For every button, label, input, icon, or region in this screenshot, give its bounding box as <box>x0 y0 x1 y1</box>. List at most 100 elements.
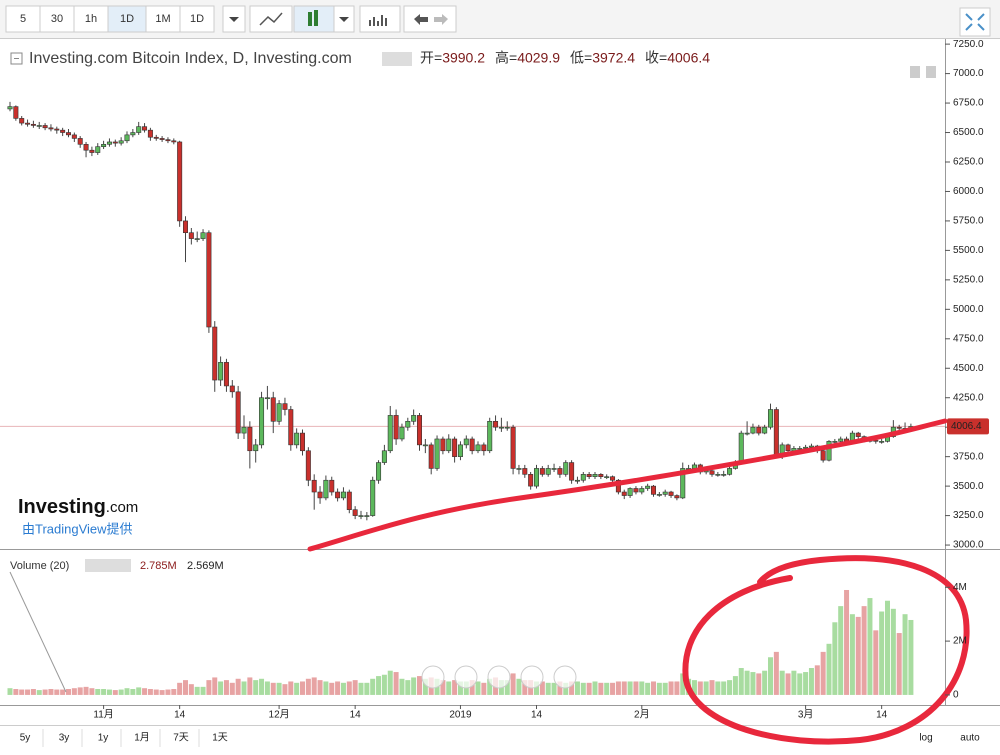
x-tick-label: 14 <box>350 710 362 721</box>
range-button[interactable]: 5y <box>20 733 31 744</box>
nav-right[interactable] <box>553 665 577 689</box>
candle-body <box>124 134 130 142</box>
range-button[interactable]: 3y <box>59 733 70 744</box>
candle-body <box>241 426 247 434</box>
volume-settings[interactable] <box>85 559 131 572</box>
candle-body <box>487 420 493 452</box>
series-settings[interactable] <box>382 52 412 66</box>
candle-body <box>259 397 265 446</box>
volume-bar <box>235 678 241 695</box>
indicators-button[interactable] <box>359 5 401 33</box>
candle-body <box>727 468 733 475</box>
volume-bar <box>118 689 124 695</box>
candle-body <box>329 479 335 493</box>
volume-bar <box>656 682 662 695</box>
interval-button[interactable] <box>73 5 109 33</box>
candle-body <box>60 129 66 133</box>
candle-body <box>247 426 253 452</box>
ohlc-label: 高= <box>495 50 517 66</box>
volume-bar <box>651 681 656 695</box>
volume-bar <box>633 681 639 695</box>
nav-reset[interactable] <box>487 665 511 689</box>
volume-bar <box>259 678 265 695</box>
nav-zoom-in[interactable] <box>520 665 544 689</box>
candle-body <box>177 141 183 222</box>
candle-body <box>323 479 329 499</box>
candle-body <box>452 438 458 457</box>
last-price-tag <box>947 418 989 435</box>
candles <box>7 101 914 521</box>
undo-redo-group[interactable] <box>403 5 457 33</box>
interval-button[interactable] <box>107 5 147 33</box>
candle-body <box>66 132 72 136</box>
volume-bar <box>358 682 364 695</box>
x-tick-label: 14 <box>531 710 543 721</box>
volume-bar <box>352 680 358 695</box>
candle-body <box>744 432 750 435</box>
volume-bar <box>586 682 592 695</box>
interval-button[interactable] <box>5 5 41 33</box>
range-button[interactable]: 1月 <box>134 732 150 744</box>
volume-bar <box>727 680 733 695</box>
candle-body <box>376 462 382 481</box>
interval-group: 5 30 1h 1D 1M 1D <box>5 5 215 33</box>
scale-button[interactable]: auto <box>960 733 980 744</box>
interval-button[interactable] <box>39 5 75 33</box>
candle-body <box>674 495 680 499</box>
ohlc-value: 3990.2 <box>442 50 485 66</box>
y-tick-label: 4500.0 <box>953 363 984 374</box>
candle-body <box>422 444 428 447</box>
ma-line <box>9 571 67 693</box>
candle-body <box>7 106 13 110</box>
candle-body <box>235 391 241 434</box>
volume-bar <box>791 670 797 695</box>
volume-bar <box>680 673 686 695</box>
range-button[interactable]: 1天 <box>212 733 228 744</box>
candle-body <box>645 485 651 489</box>
volume-bar <box>405 680 411 695</box>
candle-body <box>183 220 189 234</box>
range-button[interactable]: 7天 <box>173 733 189 744</box>
candle-body <box>340 491 346 499</box>
fullscreen-icon <box>965 13 985 31</box>
candle-body <box>773 409 779 457</box>
range-button[interactable]: 1y <box>98 733 109 744</box>
y-tick-label: 6000.0 <box>953 186 984 197</box>
candle-body <box>545 468 551 475</box>
nav-left[interactable] <box>421 665 445 689</box>
volume-bar <box>106 689 112 695</box>
interval-label: 5 <box>20 13 26 25</box>
y-tick-label: 7250.0 <box>953 39 984 50</box>
volume-bar <box>89 688 95 695</box>
volume-bar <box>130 689 136 695</box>
candle-body <box>153 136 159 139</box>
volume-bar <box>335 681 341 695</box>
scale-icon[interactable] <box>910 66 920 78</box>
volume-bar <box>30 689 36 695</box>
volume-bar <box>112 690 118 695</box>
candle-body <box>469 438 475 452</box>
nav-zoom-out[interactable] <box>454 665 478 689</box>
candle-body <box>106 141 112 145</box>
candle-body <box>516 468 522 470</box>
scale-icon[interactable] <box>926 66 936 78</box>
fullscreen-button[interactable] <box>959 7 991 37</box>
candle-body <box>604 476 610 478</box>
interval-button[interactable] <box>179 5 215 33</box>
candle-body <box>475 444 481 452</box>
scale-button[interactable]: log <box>919 733 932 744</box>
candle-body <box>48 127 54 130</box>
x-tick-label: 14 <box>876 710 888 721</box>
y-tick-label: 5500.0 <box>953 245 984 256</box>
volume-bar <box>364 682 370 695</box>
volume-bar <box>346 681 352 695</box>
candle-body <box>364 515 370 517</box>
candle-body <box>165 139 171 142</box>
candle-body <box>580 474 586 481</box>
chart-title: Investing.com Bitcoin Index, D, Investin… <box>29 50 352 67</box>
volume-bar <box>902 614 908 695</box>
volume-bar <box>838 606 844 695</box>
candle-body <box>633 488 639 493</box>
dropdown-arrow <box>229 17 239 22</box>
volume-bar <box>147 689 153 695</box>
